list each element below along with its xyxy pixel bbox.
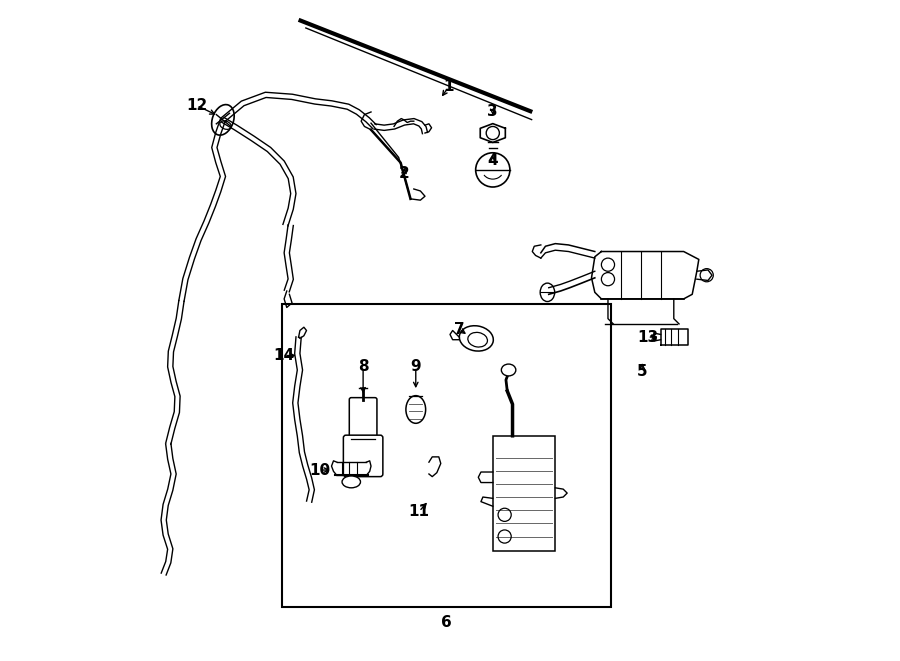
Text: 6: 6	[441, 615, 452, 630]
Text: 14: 14	[274, 348, 294, 363]
Ellipse shape	[501, 364, 516, 376]
Text: 12: 12	[186, 98, 207, 113]
Ellipse shape	[468, 332, 488, 347]
Text: 10: 10	[309, 463, 330, 477]
FancyBboxPatch shape	[344, 435, 382, 477]
Ellipse shape	[342, 476, 361, 488]
Text: 1: 1	[444, 79, 454, 95]
Text: 11: 11	[409, 504, 429, 519]
Text: 9: 9	[410, 359, 421, 374]
Text: 2: 2	[399, 167, 410, 181]
Bar	[493, 436, 555, 551]
Text: 7: 7	[454, 322, 464, 336]
Ellipse shape	[406, 396, 426, 423]
Polygon shape	[591, 252, 698, 299]
Text: 5: 5	[637, 364, 647, 379]
Text: 8: 8	[358, 359, 368, 374]
Text: 13: 13	[637, 330, 658, 344]
Text: 4: 4	[488, 153, 498, 168]
Polygon shape	[481, 124, 505, 143]
Bar	[283, 304, 611, 607]
Ellipse shape	[459, 326, 493, 351]
Text: 3: 3	[488, 104, 498, 120]
FancyBboxPatch shape	[349, 398, 377, 441]
